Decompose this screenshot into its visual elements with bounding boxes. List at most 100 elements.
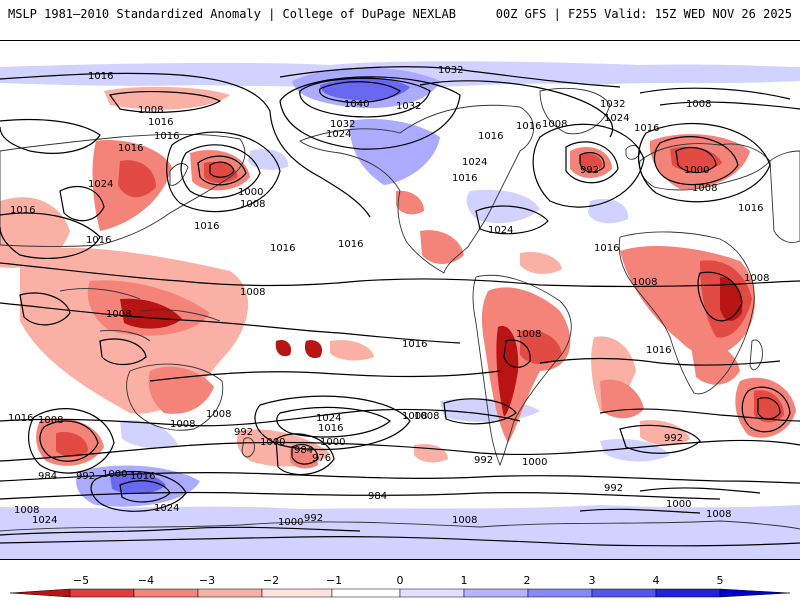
red-anomaly-asia-core	[118, 160, 156, 198]
isobar-label: 1008	[402, 411, 427, 422]
isobar-1016-siberia	[0, 118, 101, 154]
red-anomaly-north-atlantic-core	[580, 153, 603, 171]
isobar-label: 1024	[326, 129, 351, 140]
isobar-label: 976	[312, 453, 331, 464]
isobar-984-southern	[0, 491, 721, 500]
coast-antarctica	[0, 520, 800, 532]
colorbar-tick-label: 1	[461, 574, 468, 587]
isobar-1008-far-south	[0, 536, 800, 547]
isobar-label: 1008	[692, 183, 717, 194]
isobar-1016-china	[0, 212, 101, 260]
isobar-label: 1000	[522, 457, 547, 468]
colorbar-tick-label: 5	[717, 574, 724, 587]
isobar-label: 1008	[240, 199, 265, 210]
blue-anomaly-southern-core	[110, 472, 166, 494]
isobar-label: 1032	[396, 101, 421, 112]
isobar-label: 992	[580, 165, 599, 176]
isobar-label: 1008	[686, 99, 711, 110]
isobar-1008-india	[19, 292, 71, 326]
isobar-label: 1008	[14, 505, 39, 516]
red-anomaly-mexico	[420, 230, 464, 264]
isobar-label: 992	[604, 483, 623, 494]
isobar-label: 1008	[744, 273, 769, 284]
isobar-992-low-south-pacific	[28, 408, 115, 474]
model-run-valid-time: 00Z GFS | F255 Valid: 15Z WED NOV 26 202…	[495, 7, 792, 21]
isobar-label: 1008	[452, 515, 477, 526]
colorbar-tick-label: −5	[73, 574, 89, 587]
isobar-label: 1000	[320, 437, 345, 448]
coast-maritime-islands	[59, 288, 221, 342]
colorbar-segment	[399, 588, 465, 598]
isobar-label: 1032	[600, 99, 625, 110]
isobar-label: 1008	[542, 119, 567, 130]
isobar-label: 1016	[8, 413, 33, 424]
isobar-label: 1000	[260, 437, 285, 448]
isobar-label: 1024	[316, 413, 341, 424]
isobar-label: 1016	[86, 235, 111, 246]
red-anomaly-hawaii-2	[304, 340, 323, 359]
isobar-1008-europe-low	[653, 136, 739, 186]
red-anomaly-hawaii-1	[275, 339, 292, 357]
isobar-976-low	[291, 444, 319, 465]
colorbar-tick-label: −4	[138, 574, 154, 587]
colorbar-tick-label: 2	[524, 574, 531, 587]
isobar-1032-greenland	[419, 80, 614, 138]
coast-new-zealand	[241, 437, 255, 458]
isobar-label: 992	[304, 513, 323, 524]
colorbar-segment	[719, 588, 791, 598]
coast-australia	[126, 363, 224, 431]
isobar-label: 1016	[194, 221, 219, 232]
colorbar-tick-label: 4	[653, 574, 660, 587]
isobar-label: 1040	[344, 99, 369, 110]
coast-madagascar	[749, 339, 763, 371]
isobar-1008-indian	[599, 408, 800, 422]
colorbar-segment	[331, 588, 401, 598]
red-anomaly-central-pacific	[330, 339, 374, 361]
coast-africa	[618, 231, 755, 395]
isobar-1008-aleutian	[108, 91, 222, 113]
isobar-label: 1008	[206, 409, 231, 420]
isobar-992-north-atlantic-low	[579, 152, 605, 173]
red-anomaly-andes-max	[496, 325, 519, 417]
isobar-1000-southern-east	[639, 487, 761, 494]
colorbar-ticks: −5 −4 −3 −2 −1 0 1 2 3 4 5	[73, 574, 724, 587]
isobar-label: 1016	[452, 173, 477, 184]
isobar-1000-low	[197, 155, 247, 186]
isobar-984-low-mid	[275, 433, 335, 476]
isobar-label: 1000	[278, 517, 303, 528]
isobar-label: 992	[664, 433, 683, 444]
isobar-label: 1024	[462, 157, 487, 168]
isobar-label: 1016	[478, 131, 503, 142]
isobar-984-low-south-pacific	[39, 420, 99, 462]
isobar-1008-africa-low	[697, 271, 743, 322]
isobar-label: 1016	[516, 121, 541, 132]
isobar-label: 1016	[594, 243, 619, 254]
colorbar-segment	[527, 588, 593, 598]
isobar-1032-alaska	[299, 77, 431, 118]
isobar-label: 1024	[88, 179, 113, 190]
red-anomaly-indian-mid	[640, 420, 690, 446]
isobar-1016-north-atlantic	[532, 123, 645, 208]
isobar-1016-subtropical	[0, 262, 800, 288]
isobar-1016-south-indian	[539, 357, 781, 366]
isobar-1008-equatorial	[0, 302, 461, 344]
isobar-1008-sea-low	[99, 338, 147, 366]
isobar-1008-south-america-low	[503, 339, 531, 368]
isobar-label: 1016	[634, 123, 659, 134]
isobar-label: 1000	[238, 187, 263, 198]
isobar-1024-far-south-pacific	[0, 526, 361, 536]
isobar-1016-south-pacific-high	[254, 395, 411, 451]
map-title: MSLP 1981–2010 Standardized Anomaly | Co…	[8, 7, 456, 21]
isobar-label: 992	[474, 455, 493, 466]
isobar-label: 1008	[632, 277, 657, 288]
isobar-label: 1008	[138, 105, 163, 116]
isobar-label: 984	[368, 491, 387, 502]
coast-asia-east	[769, 150, 800, 243]
isobar-label: 984	[294, 445, 313, 456]
blue-anomaly-canada	[349, 118, 440, 185]
isobar-label: 1016	[154, 131, 179, 142]
red-anomaly-drake	[414, 443, 448, 463]
isobar-1040	[319, 81, 401, 104]
isobar-label: 1024	[32, 515, 57, 526]
isobar-label: 1032	[438, 65, 463, 76]
